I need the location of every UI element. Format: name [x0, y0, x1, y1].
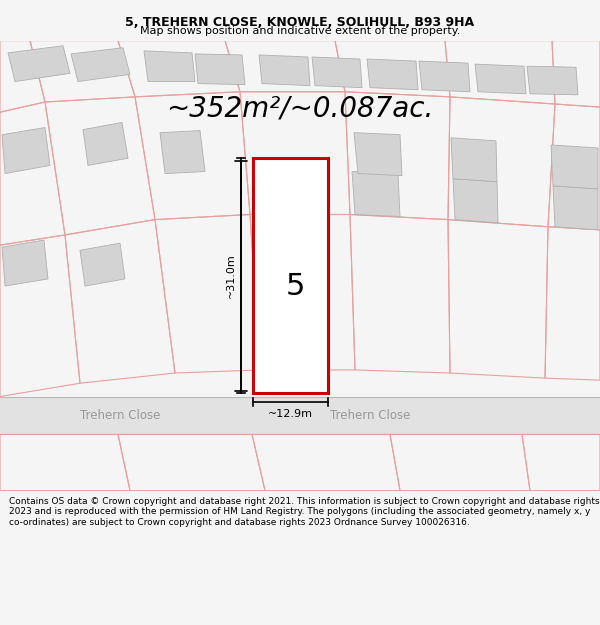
- Polygon shape: [71, 48, 130, 81]
- Text: 5, TREHERN CLOSE, KNOWLE, SOLIHULL, B93 9HA: 5, TREHERN CLOSE, KNOWLE, SOLIHULL, B93 …: [125, 16, 475, 29]
- Text: Contains OS data © Crown copyright and database right 2021. This information is : Contains OS data © Crown copyright and d…: [9, 497, 599, 527]
- Polygon shape: [419, 61, 470, 92]
- Text: ~12.9m: ~12.9m: [268, 409, 313, 419]
- Polygon shape: [80, 243, 125, 286]
- Polygon shape: [2, 240, 48, 286]
- Text: Map shows position and indicative extent of the property.: Map shows position and indicative extent…: [140, 26, 460, 36]
- Polygon shape: [527, 66, 578, 95]
- Polygon shape: [475, 64, 526, 94]
- Text: ~31.0m: ~31.0m: [226, 254, 236, 298]
- Text: 5: 5: [286, 272, 305, 301]
- Polygon shape: [2, 127, 50, 174]
- Polygon shape: [253, 158, 328, 394]
- Polygon shape: [312, 57, 362, 88]
- Polygon shape: [453, 179, 498, 222]
- Text: Trehern Close: Trehern Close: [330, 409, 410, 422]
- Polygon shape: [259, 55, 310, 86]
- Polygon shape: [8, 46, 70, 81]
- Polygon shape: [551, 145, 598, 189]
- Polygon shape: [83, 122, 128, 166]
- Text: ~352m²/~0.087ac.: ~352m²/~0.087ac.: [166, 94, 434, 122]
- Bar: [0, 396, 600, 434]
- Text: Trehern Close: Trehern Close: [80, 409, 160, 422]
- Polygon shape: [553, 186, 598, 230]
- Polygon shape: [354, 132, 402, 176]
- Polygon shape: [367, 59, 418, 90]
- Polygon shape: [144, 51, 195, 81]
- Polygon shape: [352, 171, 400, 216]
- Polygon shape: [195, 54, 245, 84]
- Polygon shape: [451, 138, 497, 182]
- Polygon shape: [160, 131, 205, 174]
